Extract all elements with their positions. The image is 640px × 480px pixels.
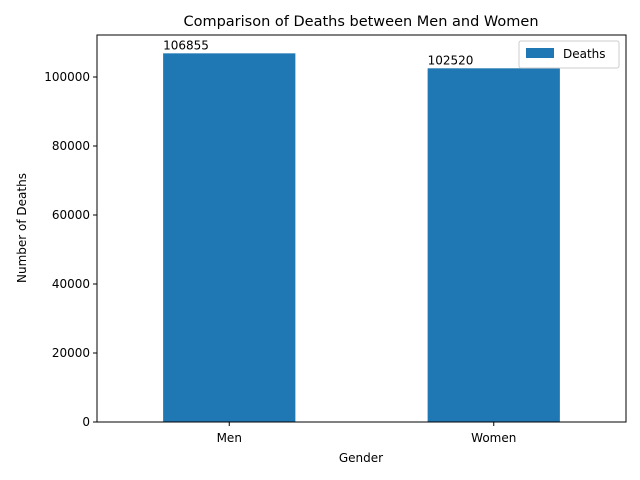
y-tick-label: 20000	[52, 346, 90, 360]
bar-women	[427, 68, 560, 423]
y-tick-label: 100000	[44, 70, 90, 84]
bars	[163, 53, 560, 423]
x-axis-label: Gender	[339, 451, 383, 465]
y-tick-label: 60000	[52, 208, 90, 222]
x-tick-label-women: Women	[471, 431, 516, 445]
legend-label-deaths: Deaths	[563, 47, 606, 61]
y-tick-label: 40000	[52, 277, 90, 291]
bar-men	[163, 53, 296, 422]
plot-frame	[96, 34, 627, 423]
legend-box	[518, 40, 620, 69]
legend-swatch-deaths	[526, 48, 554, 58]
x-axis: Men Women	[217, 422, 516, 445]
value-label-men: 106855	[163, 38, 209, 52]
y-axis-label: Number of Deaths	[15, 173, 29, 283]
y-tick-label: 80000	[52, 139, 90, 153]
chart-title: Comparison of Deaths between Men and Wom…	[183, 14, 538, 30]
x-tick-label-men: Men	[217, 431, 242, 445]
legend: Deaths	[518, 40, 620, 69]
y-axis: 0 20000 40000 60000 80000 100000	[44, 70, 97, 429]
value-labels: 106855 102520	[163, 38, 473, 67]
y-tick-label: 0	[82, 415, 90, 429]
value-label-women: 102520	[428, 53, 474, 67]
